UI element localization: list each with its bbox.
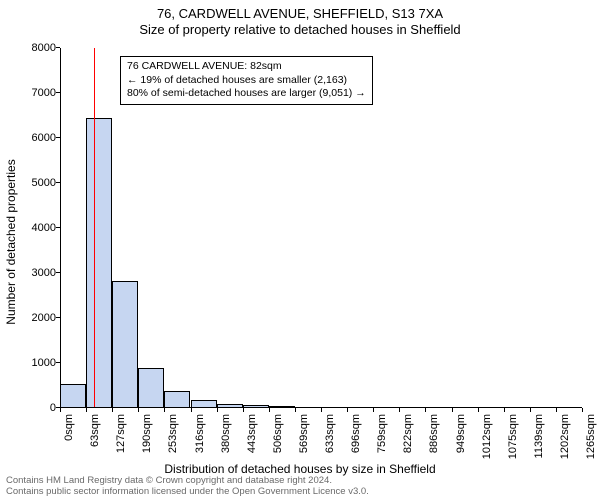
x-tick-mark — [164, 408, 165, 412]
annotation-line: 80% of semi-detached houses are larger (… — [127, 87, 366, 101]
y-tick-label: 1000 — [16, 357, 56, 369]
x-tick-label: 696sqm — [350, 414, 362, 453]
x-tick-mark — [478, 408, 479, 412]
histogram-bar — [60, 384, 86, 408]
annotation-line: 76 CARDWELL AVENUE: 82sqm — [127, 60, 366, 74]
x-tick-label: 316sqm — [194, 414, 206, 453]
y-tick-mark — [56, 137, 60, 138]
x-tick-label: 253sqm — [167, 414, 179, 453]
x-tick-mark — [138, 408, 139, 412]
x-tick-label: 63sqm — [89, 414, 101, 447]
x-tick-mark — [399, 408, 400, 412]
y-tick-mark — [56, 272, 60, 273]
x-tick-label: 443sqm — [246, 414, 258, 453]
x-tick-mark — [86, 408, 87, 412]
x-tick-mark — [556, 408, 557, 412]
y-tick-label: 4000 — [16, 222, 56, 234]
y-tick-mark — [56, 47, 60, 48]
x-tick-label: 127sqm — [115, 414, 127, 453]
x-tick-label: 506sqm — [272, 414, 284, 453]
y-tick-label: 6000 — [16, 132, 56, 144]
annotation-line: ← 19% of detached houses are smaller (2,… — [127, 74, 366, 88]
x-tick-mark — [243, 408, 244, 412]
x-tick-label: 1265sqm — [585, 414, 597, 459]
y-axis-line — [60, 48, 61, 408]
x-tick-mark — [347, 408, 348, 412]
histogram-bar — [86, 118, 112, 408]
x-tick-mark — [452, 408, 453, 412]
y-tick-label: 5000 — [16, 177, 56, 189]
plot-area: 010002000300040005000600070008000 0sqm63… — [60, 48, 582, 408]
attribution-line-2: Contains public sector information licen… — [6, 487, 369, 498]
y-tick-mark — [56, 92, 60, 93]
y-tick-label: 0 — [16, 402, 56, 414]
x-tick-label: 886sqm — [428, 414, 440, 453]
x-tick-mark — [373, 408, 374, 412]
x-tick-mark — [295, 408, 296, 412]
x-tick-label: 190sqm — [141, 414, 153, 453]
x-tick-mark — [269, 408, 270, 412]
y-tick-label: 2000 — [16, 312, 56, 324]
x-tick-mark — [112, 408, 113, 412]
x-tick-label: 569sqm — [298, 414, 310, 453]
x-tick-label: 1012sqm — [481, 414, 493, 459]
chart-container: 76, CARDWELL AVENUE, SHEFFIELD, S13 7XA … — [0, 0, 600, 500]
chart-title: 76, CARDWELL AVENUE, SHEFFIELD, S13 7XA … — [0, 6, 600, 39]
y-tick-mark — [56, 227, 60, 228]
y-tick-mark — [56, 362, 60, 363]
x-tick-label: 759sqm — [376, 414, 388, 453]
y-tick-label: 3000 — [16, 267, 56, 279]
y-axis-label: Number of detached properties — [4, 77, 18, 242]
x-tick-mark — [191, 408, 192, 412]
x-tick-mark — [530, 408, 531, 412]
x-tick-mark — [217, 408, 218, 412]
annotation-box: 76 CARDWELL AVENUE: 82sqm← 19% of detach… — [120, 56, 373, 105]
x-tick-label: 1202sqm — [559, 414, 571, 459]
title-line-1: 76, CARDWELL AVENUE, SHEFFIELD, S13 7XA — [0, 6, 600, 22]
histogram-bar — [112, 281, 138, 408]
histogram-bar — [138, 368, 164, 409]
x-tick-mark — [504, 408, 505, 412]
y-tick-label: 8000 — [16, 42, 56, 54]
x-tick-label: 1139sqm — [533, 414, 545, 458]
title-line-2: Size of property relative to detached ho… — [0, 22, 600, 38]
x-tick-label: 0sqm — [63, 414, 75, 441]
x-tick-label: 1075sqm — [507, 414, 519, 459]
x-tick-label: 380sqm — [220, 414, 232, 453]
x-tick-label: 949sqm — [455, 414, 467, 453]
attribution-text: Contains HM Land Registry data © Crown c… — [6, 476, 369, 498]
property-marker-line — [94, 48, 95, 408]
y-tick-label: 7000 — [16, 87, 56, 99]
x-tick-mark — [321, 408, 322, 412]
y-tick-mark — [56, 182, 60, 183]
x-tick-mark — [60, 408, 61, 412]
x-tick-label: 633sqm — [324, 414, 336, 453]
x-tick-mark — [582, 408, 583, 412]
x-axis-label: Distribution of detached houses by size … — [0, 462, 600, 476]
histogram-bar — [164, 391, 190, 408]
x-tick-mark — [425, 408, 426, 412]
y-tick-mark — [56, 317, 60, 318]
x-tick-label: 822sqm — [402, 414, 414, 453]
